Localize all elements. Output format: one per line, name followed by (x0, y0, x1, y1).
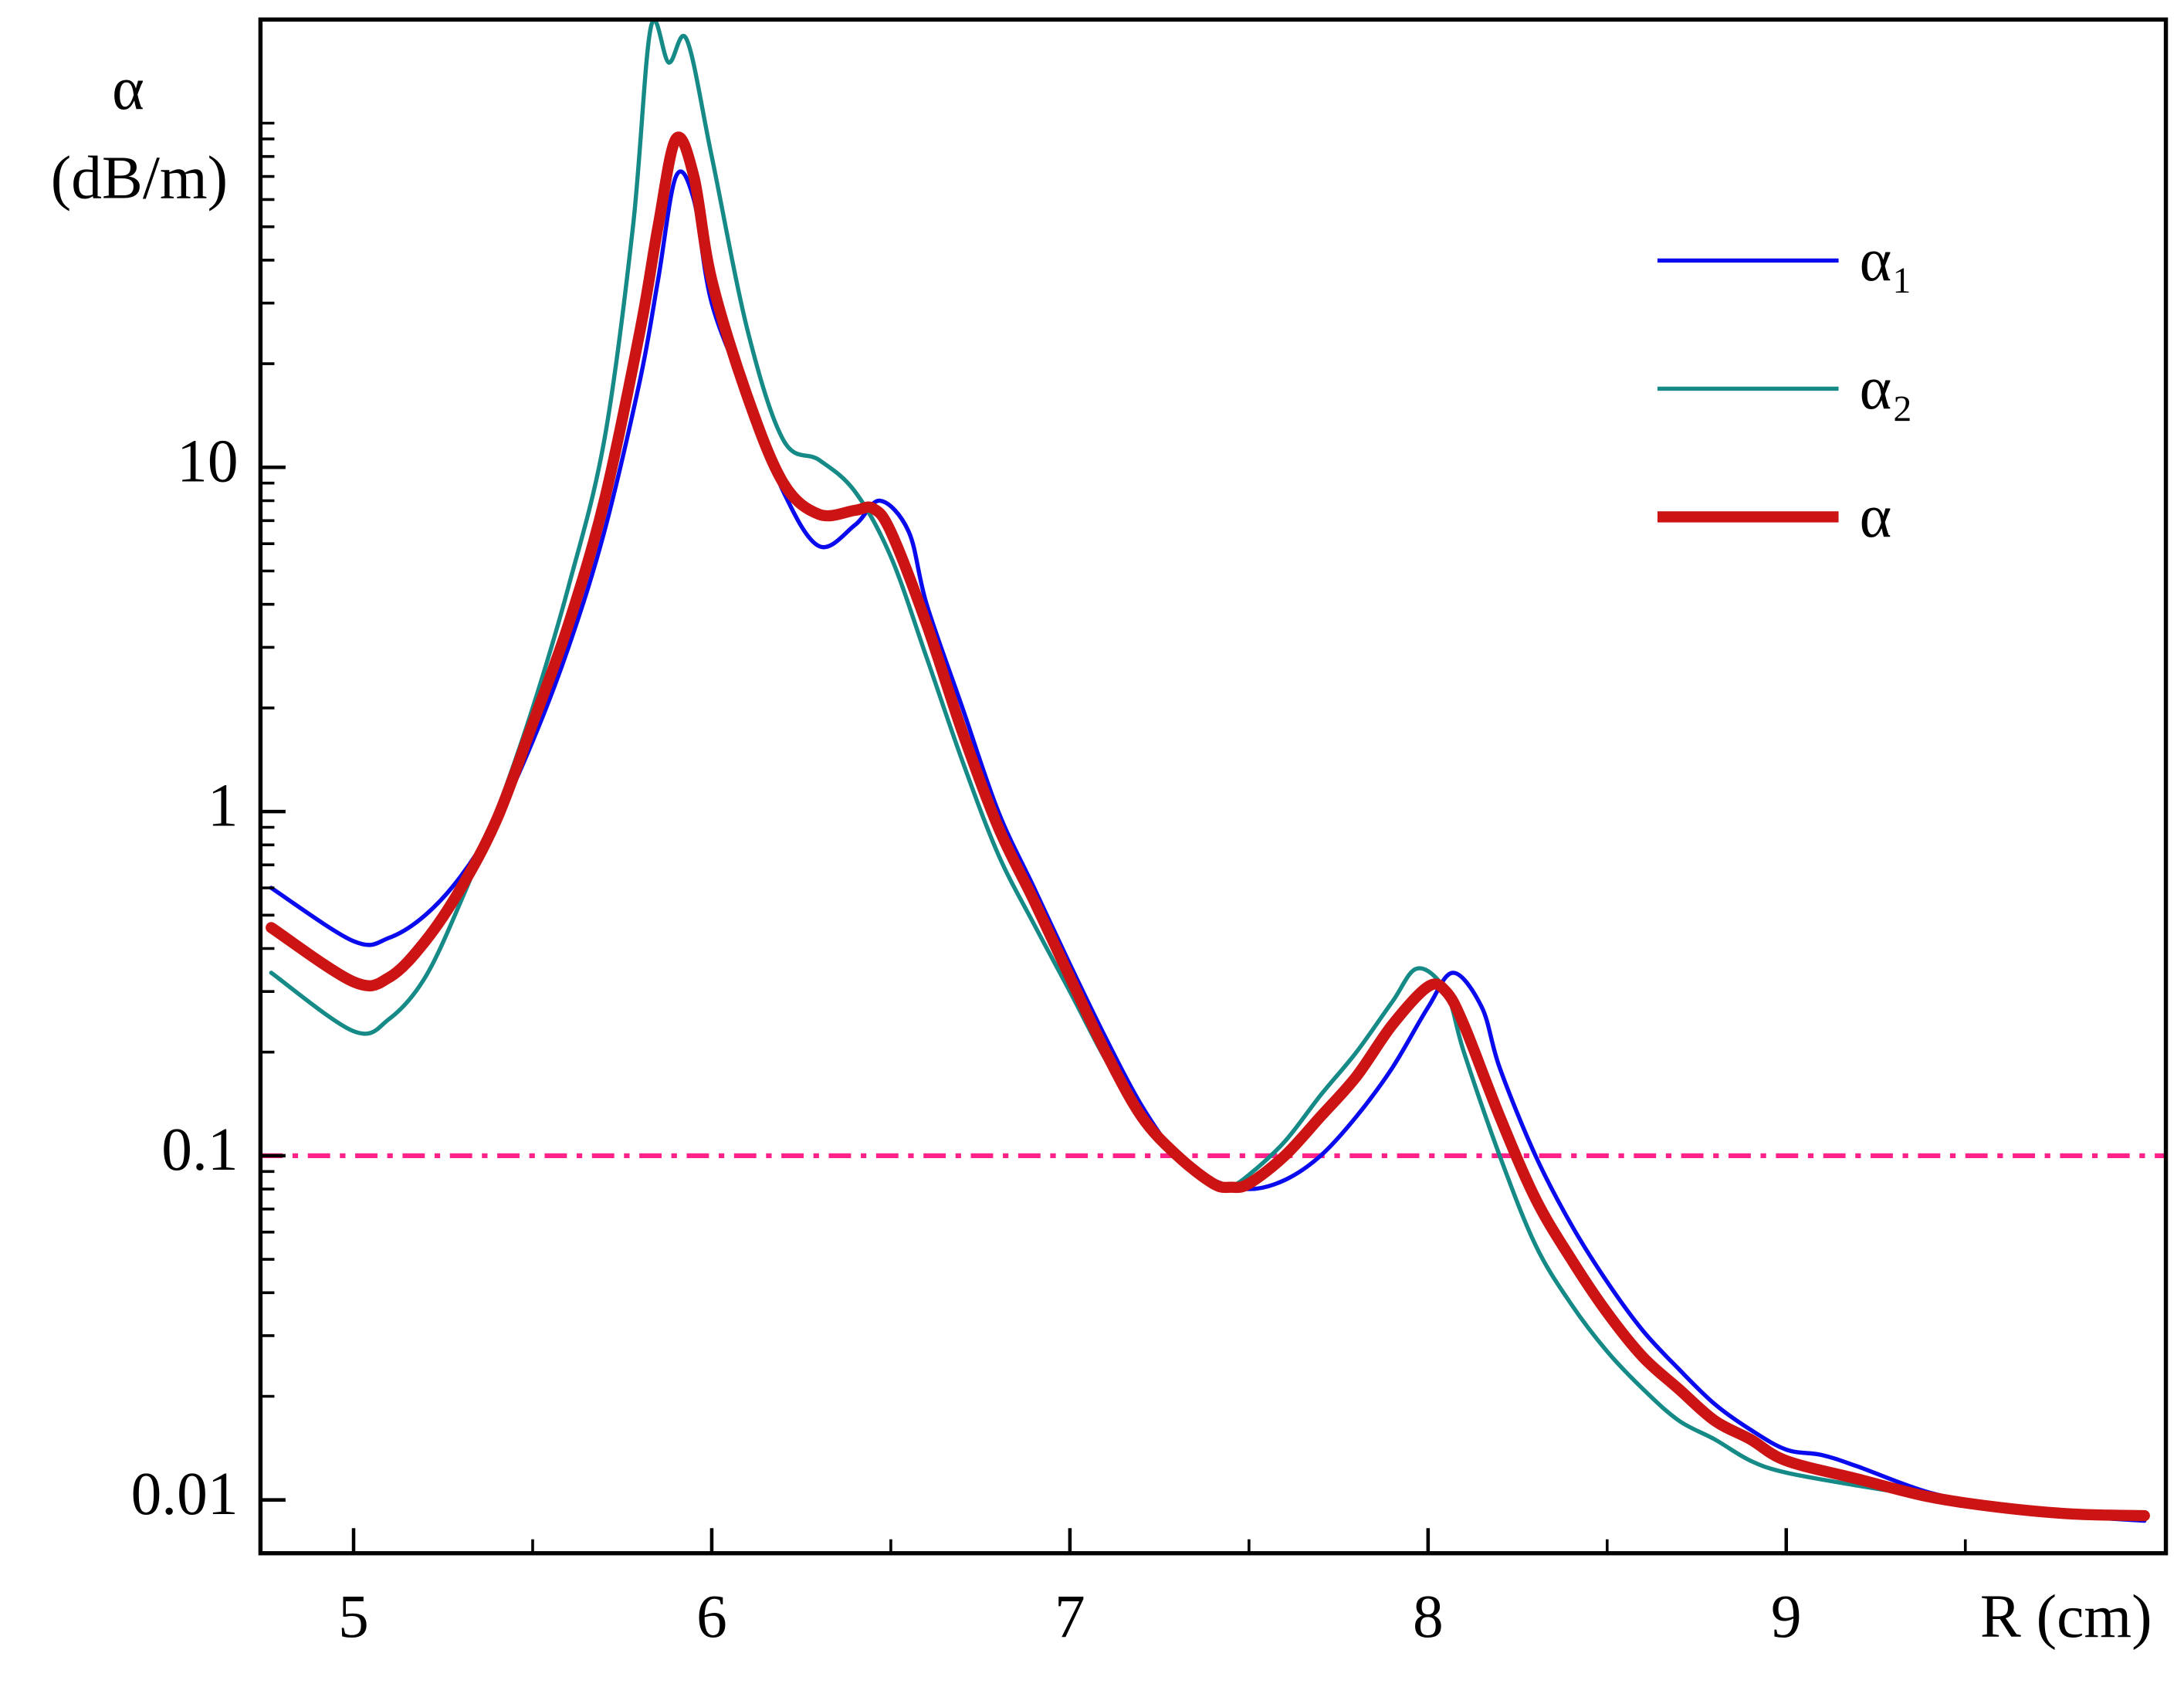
y-tick-label: 10 (177, 428, 238, 496)
x-tick-label: 8 (1413, 1583, 1444, 1651)
x-axis-label: R (cm) (1980, 1583, 2152, 1651)
y-axis-label: (dB/m) (51, 144, 228, 212)
x-tick-label: 6 (696, 1583, 727, 1651)
y-tick-label: 0.01 (131, 1460, 239, 1528)
y-tick-label: 0.1 (161, 1116, 238, 1184)
x-tick-label: 5 (338, 1583, 369, 1651)
line (269, 18, 2147, 1518)
plot-frame (258, 17, 2169, 1556)
x-tick-label: 9 (1771, 1583, 1802, 1651)
legend-label: α (1860, 483, 1892, 550)
y-tick-label: 1 (208, 771, 239, 839)
line (266, 131, 2150, 1522)
legend-label: α₁ (1860, 226, 1913, 294)
legend-label: α₂ (1860, 354, 1913, 422)
x-tick-label: 7 (1055, 1583, 1085, 1651)
y-axis-label: α (112, 55, 144, 123)
